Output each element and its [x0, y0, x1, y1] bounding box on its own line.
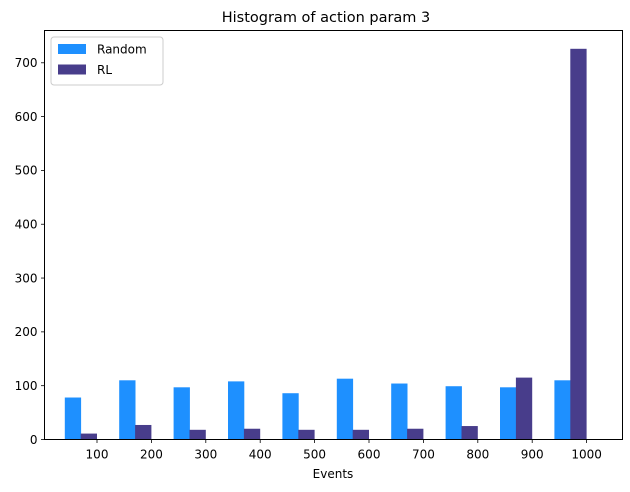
chart-title: Histogram of action param 3 — [222, 10, 431, 26]
bar-rl-500 — [298, 429, 315, 440]
bar-rl-400 — [243, 428, 261, 440]
x-tick-label: 900 — [521, 448, 544, 462]
y-tick-label: 500 — [15, 164, 38, 178]
x-tick-label: 700 — [412, 448, 435, 462]
legend-swatch-random — [58, 44, 86, 54]
y-tick-label: 600 — [15, 110, 38, 124]
bar-random-700 — [391, 383, 408, 440]
y-tick-label: 0 — [30, 433, 38, 447]
legend-label-rl: RL — [97, 63, 112, 77]
legend-label-random: Random — [97, 43, 147, 57]
y-axis: 0 100 200 300 400 500 600 700 — [15, 56, 45, 447]
x-tick-label: 1000 — [571, 448, 602, 462]
bars-layer — [64, 48, 587, 440]
bar-random-600 — [336, 378, 354, 440]
bar-rl-100 — [80, 433, 97, 440]
y-tick-label: 300 — [15, 271, 38, 285]
bar-random-500 — [282, 393, 299, 440]
bar-rl-700 — [407, 428, 424, 440]
bar-random-900 — [500, 387, 517, 440]
bar-rl-200 — [135, 424, 152, 440]
y-tick-label: 100 — [15, 379, 38, 393]
bar-random-1000 — [554, 380, 571, 440]
bar-rl-800 — [461, 426, 478, 440]
x-tick-label: 200 — [140, 448, 163, 462]
bar-random-200 — [119, 380, 136, 440]
y-tick-label: 400 — [15, 218, 38, 232]
bar-rl-1000 — [570, 48, 587, 440]
bar-rl-600 — [352, 429, 369, 440]
bar-random-100 — [64, 397, 82, 440]
bar-random-800 — [445, 386, 462, 440]
x-tick-label: 600 — [358, 448, 381, 462]
bar-random-300 — [173, 387, 190, 440]
legend-swatch-rl — [58, 64, 86, 75]
x-axis: 100 200 300 400 500 600 700 800 900 1000 — [86, 439, 602, 462]
legend: Random RL — [50, 36, 164, 86]
bar-random-400 — [228, 381, 245, 440]
x-tick-label: 100 — [86, 448, 109, 462]
axes-frame — [44, 30, 623, 440]
bar-rl-900 — [515, 377, 533, 440]
x-tick-label: 300 — [194, 448, 217, 462]
x-axis-label: Events — [313, 467, 354, 481]
x-tick-label: 800 — [466, 448, 489, 462]
y-tick-label: 700 — [15, 56, 38, 70]
y-tick-label: 200 — [15, 325, 38, 339]
x-tick-label: 400 — [249, 448, 272, 462]
x-tick-label: 500 — [303, 448, 326, 462]
bar-rl-300 — [189, 429, 206, 440]
